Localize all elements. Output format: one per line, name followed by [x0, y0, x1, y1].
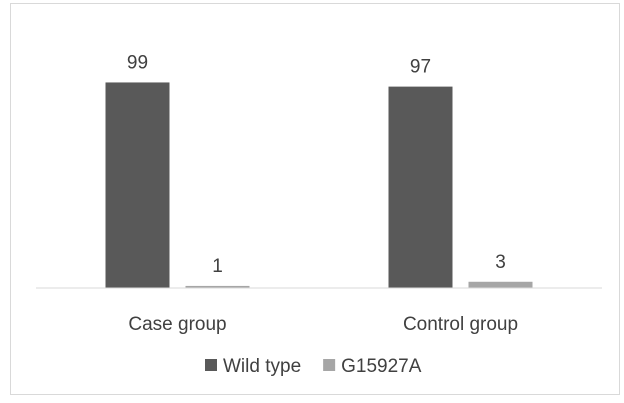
x-tick-label-2: Control group: [403, 314, 518, 335]
data-label-2-1: 97: [410, 57, 431, 78]
data-label-2-2: 3: [495, 252, 506, 273]
x-tick-label-1: Case group: [128, 314, 226, 335]
data-label-1-2: 1: [212, 256, 223, 277]
bar-1-1: [105, 82, 170, 288]
bar-2-2: [468, 281, 533, 288]
legend-swatch-1: [205, 359, 217, 371]
bar-1-2: [185, 285, 250, 288]
legend-label-2: G15927A: [341, 356, 422, 377]
legend-swatch-2: [323, 359, 336, 371]
bar-2-1: [388, 86, 453, 288]
legend-label-1: Wild type: [223, 356, 301, 377]
data-label-1-1: 99: [127, 52, 148, 73]
